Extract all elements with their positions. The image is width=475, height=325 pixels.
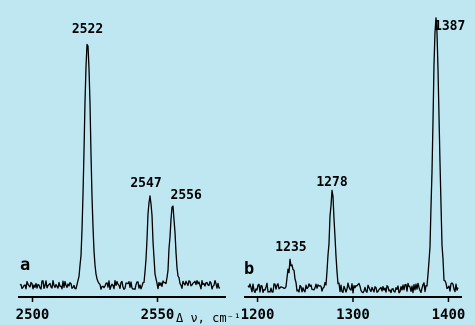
- ticks-a: 2500 2550: [16, 297, 175, 323]
- ticks-b: 1200 1300 1400: [241, 297, 466, 323]
- panel-label-a: a: [20, 255, 30, 275]
- tick-label: 1400: [432, 307, 466, 323]
- peak-label: 2556: [171, 188, 202, 203]
- panel-label-b: b: [244, 259, 254, 279]
- tick-label: 2550: [141, 307, 175, 323]
- peak-labels-a: 2522 2547 2556: [72, 22, 202, 203]
- peak-label: 2522: [72, 22, 103, 37]
- peak-label: 1235: [275, 240, 306, 255]
- panel-a: 2500 2550 2522 2547 2556 a Δ ν, cm⁻¹: [16, 22, 241, 325]
- x-axis-label-a: Δ ν, cm⁻¹: [176, 311, 241, 325]
- tick-label: 1200: [241, 307, 275, 323]
- peak-label: 2547: [130, 176, 161, 191]
- spectrum-line-b: [247, 17, 459, 294]
- tick-label: 2500: [16, 307, 50, 323]
- peak-label: 1278: [316, 175, 347, 190]
- spectrum-line-a: [19, 43, 221, 291]
- tick-label: 1300: [336, 307, 370, 323]
- peak-labels-b: 1235 1278 1387: [275, 19, 465, 255]
- peak-label: 1387: [434, 19, 465, 34]
- panel-b: 1200 1300 1400 1235 1278 1387 b: [241, 17, 466, 323]
